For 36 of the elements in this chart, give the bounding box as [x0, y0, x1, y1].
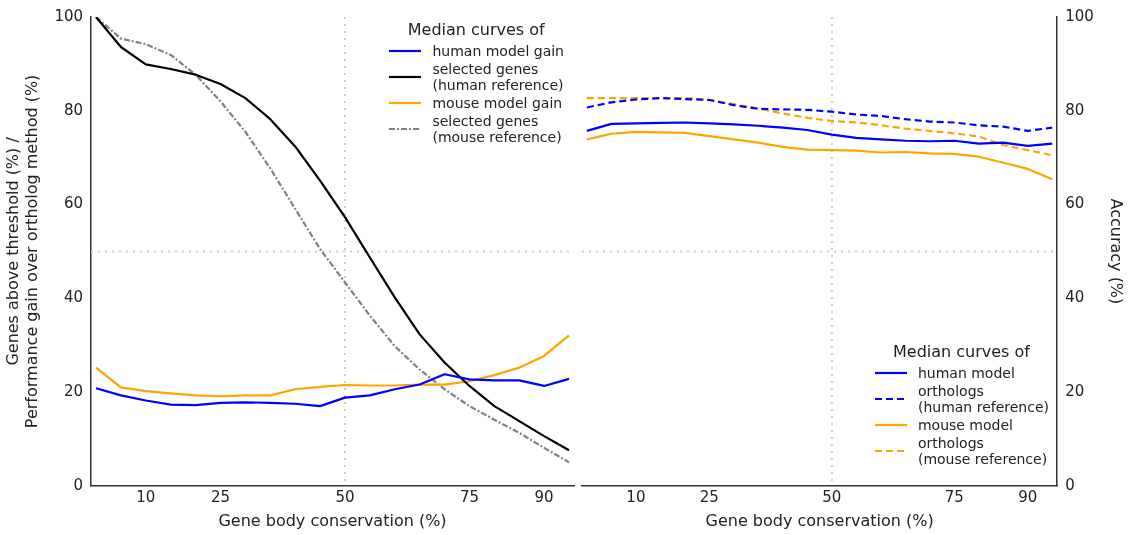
legend-label: human model: [917, 365, 1015, 381]
x-tick-label: 10: [136, 487, 156, 506]
legend-label: human model gain: [432, 43, 564, 59]
x-tick-label: 25: [210, 487, 231, 506]
legend-label: mouse model gain: [432, 95, 563, 111]
y-tick-label: 60: [63, 194, 84, 213]
legend-title: Median curves of: [892, 342, 1032, 361]
x-tick-label: 75: [459, 487, 479, 506]
x-axis-title: Gene body conservation (%): [218, 510, 447, 530]
legend-label: orthologs (human reference): [917, 383, 1049, 415]
legend-label: selected genes (mouse reference): [432, 113, 562, 145]
y2-tick-label: 0: [1065, 475, 1075, 494]
y2-axis-title: Accuracy (%): [1107, 198, 1127, 305]
y-axis-title: Genes above threshold (%) / Performance gain over ortholog method (%): [2, 74, 41, 429]
x-tick-label: 10: [626, 487, 646, 506]
y-tick-label: 100: [54, 6, 84, 25]
x-tick-label: 50: [822, 487, 842, 506]
y-tick-label: 0: [73, 475, 84, 494]
x-axis-title: Gene body conservation (%): [705, 510, 934, 530]
y2-tick-label: 100: [1065, 6, 1094, 25]
legend-label: orthologs (mouse reference): [917, 435, 1048, 467]
y-tick-label: 40: [63, 288, 84, 307]
legend-title: Median curves of: [406, 20, 546, 39]
y-tick-label: 20: [63, 381, 84, 400]
y2-tick-label: 60: [1065, 194, 1085, 213]
legend-label: mouse model: [917, 417, 1013, 433]
y-tick-label: 80: [63, 100, 84, 119]
x-tick-label: 50: [335, 487, 355, 506]
y2-tick-label: 80: [1065, 100, 1085, 119]
x-tick-label: 90: [1018, 487, 1038, 506]
y2-tick-label: 40: [1065, 288, 1085, 307]
x-tick-label: 90: [534, 487, 554, 506]
legend-label: selected genes (human reference): [432, 61, 564, 93]
x-tick-label: 75: [944, 487, 964, 506]
x-tick-label: 25: [699, 487, 719, 506]
y2-tick-label: 20: [1065, 381, 1085, 400]
